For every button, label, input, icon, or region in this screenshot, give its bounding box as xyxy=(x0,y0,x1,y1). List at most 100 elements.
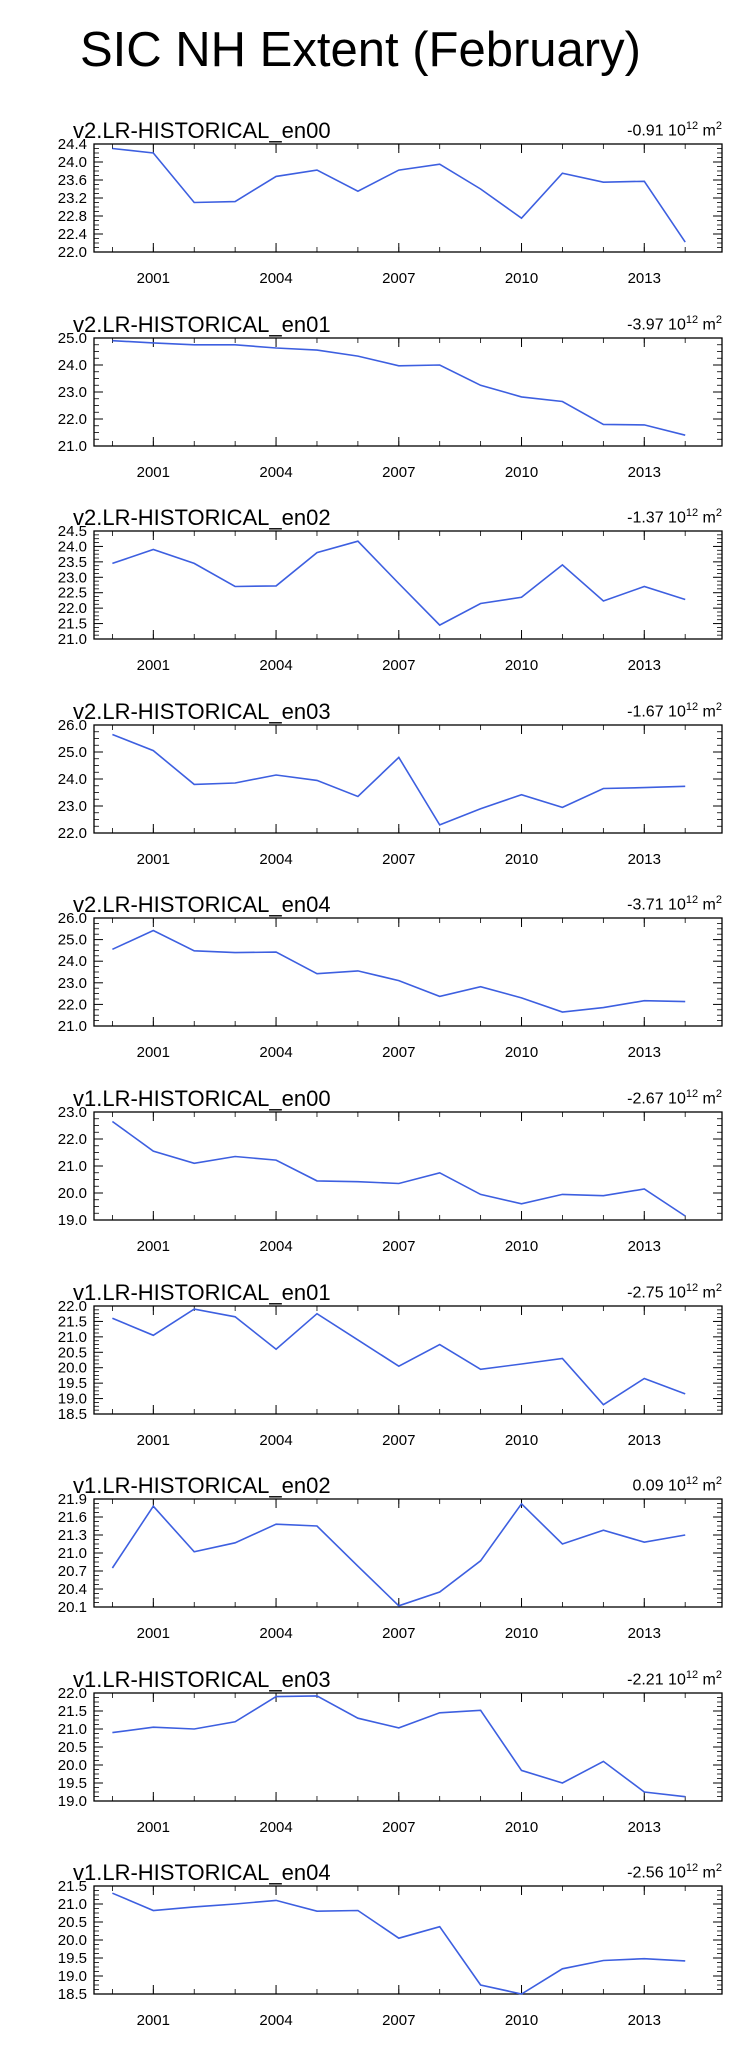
y-tick-label: 21.0 xyxy=(58,1018,87,1035)
trend-unit: m xyxy=(702,1283,716,1301)
series-line xyxy=(112,733,686,826)
x-tick-label: 2004 xyxy=(259,270,292,287)
panel-title: v2.LR-HISTORICAL_en02 xyxy=(73,505,331,531)
plot-frame xyxy=(93,336,723,447)
y-tick-label: 22.4 xyxy=(58,226,87,243)
y-tick-label: 20.0 xyxy=(58,1757,87,1774)
line-chart: 23.0 22.0 21.0 20.0 19.0 2001 2004 2007 2010 2013 xyxy=(58,1104,723,1255)
series-line xyxy=(112,540,686,627)
y-tick-label: 21.0 xyxy=(58,1721,87,1738)
trend-space: 10 xyxy=(663,1283,686,1301)
trend-unit-exponent: 2 xyxy=(715,894,722,907)
y-tick-label: 26.0 xyxy=(58,910,87,927)
panel-title: v2.LR-HISTORICAL_en04 xyxy=(73,892,331,918)
y-tick-label: 21.6 xyxy=(58,1509,87,1526)
plot-frame xyxy=(93,1498,723,1608)
x-tick-label: 2013 xyxy=(628,1625,661,1642)
series-line xyxy=(112,147,686,243)
x-tick-label: 2013 xyxy=(628,851,661,868)
trend-value: 0.09 xyxy=(632,1477,664,1495)
y-tick-label: 20.7 xyxy=(58,1563,87,1580)
figure-title: SIC NH Extent (February) xyxy=(80,23,641,77)
trend-exponent: 12 xyxy=(685,120,699,132)
x-tick-label: 2010 xyxy=(505,1625,538,1642)
x-tick-label: 2007 xyxy=(382,1044,415,1061)
trend-label: -1.37 1012 m2 xyxy=(627,507,722,527)
y-tick-label: 22.0 xyxy=(58,825,87,842)
x-tick-label: 2007 xyxy=(382,1432,415,1449)
trend-unit-exponent: 2 xyxy=(715,700,722,713)
trend-unit-exponent: 2 xyxy=(715,1475,722,1488)
y-tick-label: 23.0 xyxy=(58,1104,87,1121)
y-tick-label: 21.0 xyxy=(58,1158,87,1175)
y-tick-label: 19.0 xyxy=(58,1212,87,1229)
panel-title: v1.LR-HISTORICAL_en02 xyxy=(73,1473,331,1499)
x-tick-label: 2001 xyxy=(137,2012,170,2029)
x-tick-label: 2007 xyxy=(382,2012,415,2029)
line-chart: 24.524.023.523.022.522.021.521.0 2001 2004… xyxy=(58,523,723,674)
y-tick-label: 24.0 xyxy=(58,771,87,788)
trend-unit-exponent: 2 xyxy=(715,507,722,520)
trend-space: 10 xyxy=(663,1864,686,1882)
y-tick-label: 19.5 xyxy=(58,1375,87,1392)
y-tick-label: 26.0 xyxy=(58,717,87,734)
trend-exponent: 12 xyxy=(685,1668,699,1681)
trend-label: -1.67 1012 m2 xyxy=(627,701,722,721)
x-tick-label: 2013 xyxy=(628,2012,661,2029)
y-tick-label: 23.0 xyxy=(58,798,87,815)
y-tick-label: 22.0 xyxy=(58,1131,87,1148)
line-chart: 26.0 25.0 24.0 23.0 22.0 2001 2004 2007 2010 2013 xyxy=(58,717,723,868)
x-tick-label: 2004 xyxy=(259,1819,292,1836)
y-tick-label: 19.5 xyxy=(58,1950,87,1967)
y-tick-label: 22.0 xyxy=(58,600,87,617)
x-tick-label: 2010 xyxy=(505,2012,538,2029)
y-tick-label: 23.5 xyxy=(58,554,87,571)
series-line xyxy=(112,1892,686,1996)
x-tick-label: 2001 xyxy=(137,1819,170,1836)
y-tick-label: 21.5 xyxy=(58,1313,87,1330)
y-tick-label: 24.0 xyxy=(58,954,87,971)
plot-frame xyxy=(93,1304,723,1415)
y-tick-label: 24.5 xyxy=(58,523,87,540)
y-tick-label: 21.5 xyxy=(58,616,87,633)
trend-value: -2.21 xyxy=(627,1671,664,1689)
trend-exponent: 12 xyxy=(685,1862,699,1875)
y-tick-label: 24.0 xyxy=(58,357,87,374)
trend-exponent: 12 xyxy=(685,1281,699,1294)
y-tick-label: 18.5 xyxy=(58,1986,87,2003)
y-tick-label: 22.0 xyxy=(58,411,87,428)
y-tick-label: 22.8 xyxy=(58,208,87,225)
y-tick-label: 18.5 xyxy=(58,1406,87,1423)
trend-label: 0.09 1012 m2 xyxy=(632,1475,722,1495)
trend-space: 10 xyxy=(663,1477,686,1495)
x-tick-label: 2010 xyxy=(505,464,538,481)
x-tick-label: 2004 xyxy=(259,657,292,674)
y-tick-label: 22.0 xyxy=(58,1685,87,1702)
trend-unit-exponent: 2 xyxy=(715,120,722,132)
y-tick-label: 22.0 xyxy=(58,997,87,1014)
x-tick-label: 2010 xyxy=(505,1819,538,1836)
trend-space: 10 xyxy=(663,703,686,721)
panel-title: v1.LR-HISTORICAL_en00 xyxy=(73,1086,331,1111)
trend-value: -3.71 xyxy=(627,896,664,914)
y-tick-label: 21.3 xyxy=(58,1527,87,1544)
x-tick-label: 2013 xyxy=(628,1819,661,1836)
x-tick-label: 2007 xyxy=(382,270,415,287)
x-tick-label: 2013 xyxy=(628,1432,661,1449)
plot-frame xyxy=(93,1885,723,1996)
trend-space: 10 xyxy=(663,315,686,333)
y-tick-label: 25.0 xyxy=(58,330,87,347)
trend-value: -0.91 xyxy=(627,122,664,140)
y-tick-label: 19.0 xyxy=(58,1390,87,1407)
y-tick-label: 23.0 xyxy=(58,569,87,586)
panel-title: v2.LR-HISTORICAL_en01 xyxy=(73,311,331,337)
trend-unit-exponent: 2 xyxy=(715,313,722,326)
line-chart: 22.021.521.020.520.019.519.0 2001 2004 2007… xyxy=(58,1685,723,1836)
panel-title: v1.LR-HISTORICAL_en03 xyxy=(73,1666,331,1692)
panel-title: v1.LR-HISTORICAL_en01 xyxy=(73,1279,331,1305)
trend-exponent: 12 xyxy=(685,894,699,907)
trend-unit: m xyxy=(702,122,716,140)
y-tick-label: 21.0 xyxy=(58,1896,87,1913)
trend-space: 10 xyxy=(663,122,686,140)
x-tick-label: 2013 xyxy=(628,657,661,674)
